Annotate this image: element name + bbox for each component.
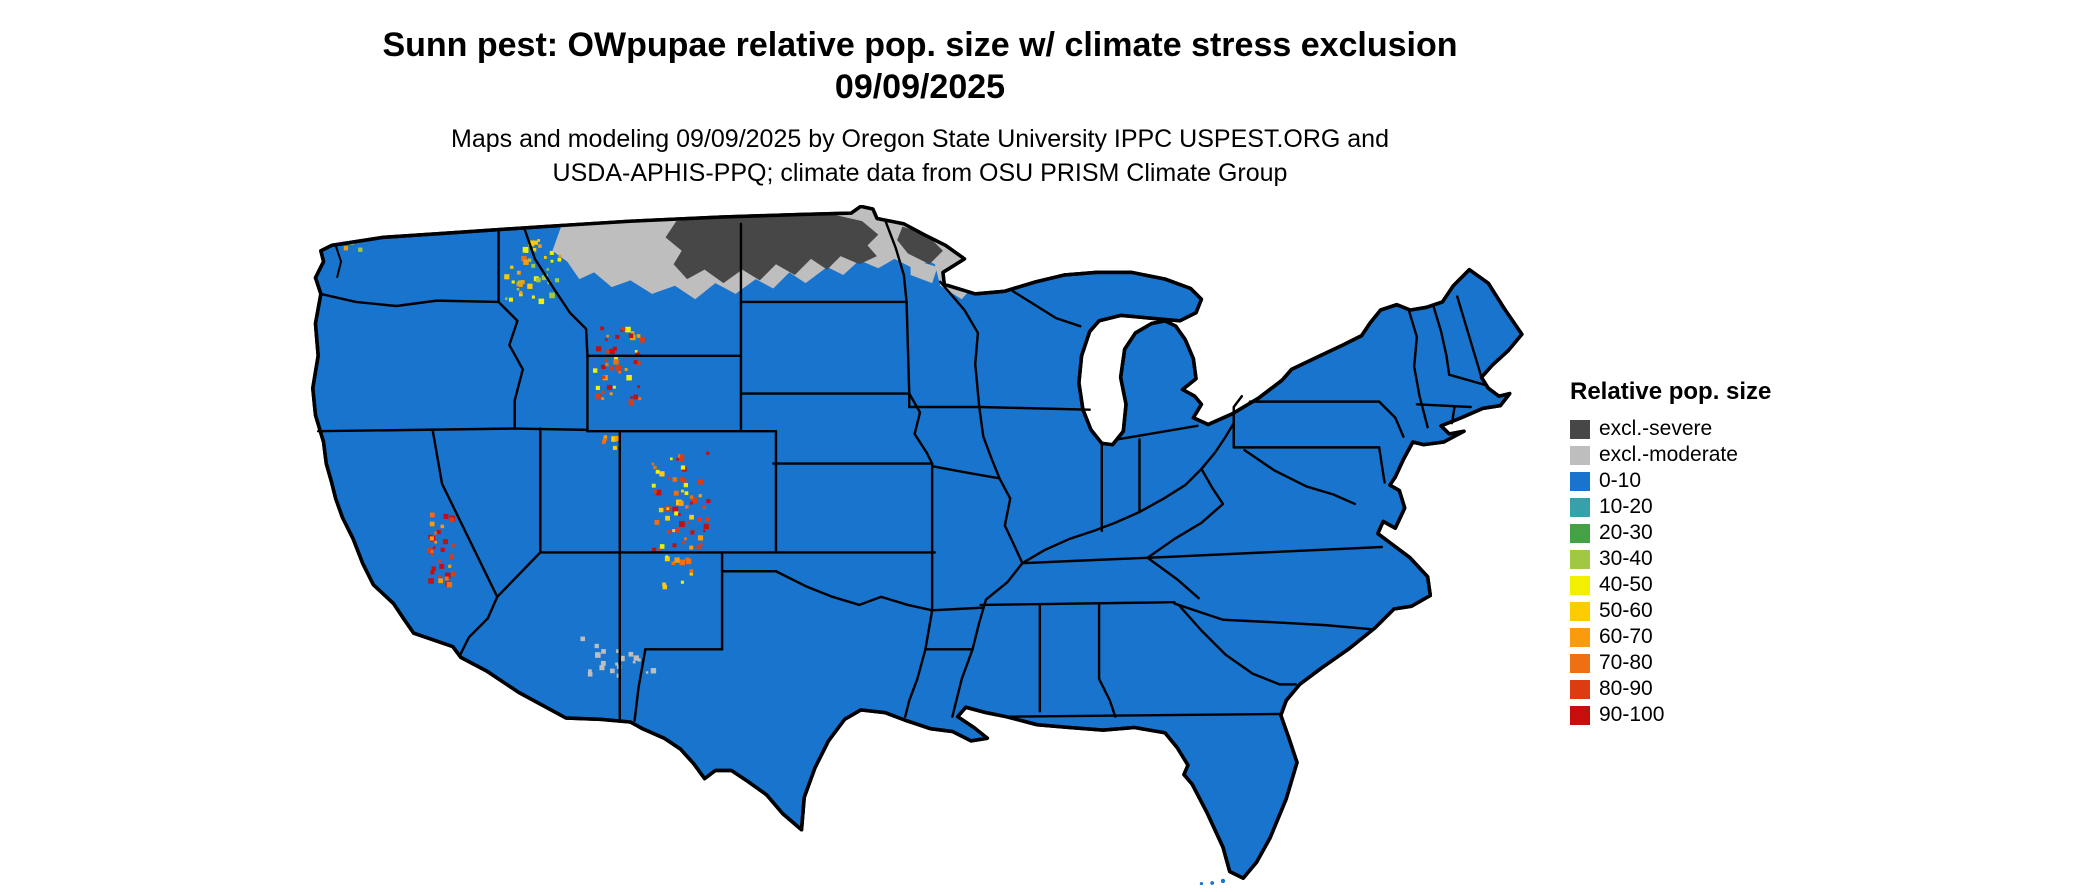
legend-swatch (1570, 445, 1590, 465)
legend: Relative pop. size excl.-severe excl.-mod… (1570, 378, 1771, 728)
legend-item: 80-90 (1570, 676, 1771, 702)
legend-item: 0-10 (1570, 468, 1771, 494)
legend-item-label: 20-30 (1599, 521, 1653, 544)
us-outline (311, 205, 1524, 880)
legend-item-label: 30-40 (1599, 547, 1653, 570)
legend-item: excl.-severe (1570, 416, 1771, 442)
legend-item-label: 0-10 (1599, 469, 1642, 492)
legend-item: 70-80 (1570, 650, 1771, 676)
legend-swatch (1570, 575, 1590, 595)
legend-item-label: excl.-moderate (1599, 443, 1738, 466)
legend-item: 60-70 (1570, 624, 1771, 650)
legend-items: excl.-severe excl.-moderate 0-10 10-20 20-30… (1570, 416, 1771, 728)
legend-item: 90-100 (1570, 702, 1771, 728)
us-outline-border (311, 205, 1524, 880)
legend-item-label: 90-100 (1599, 703, 1665, 726)
legend-swatch (1570, 549, 1590, 569)
legend-item-label: 50-60 (1599, 599, 1653, 622)
legend-item: 30-40 (1570, 546, 1771, 572)
us-map-svg (311, 205, 1524, 885)
legend-item-label: 70-80 (1599, 651, 1653, 674)
legend-item: 10-20 (1570, 494, 1771, 520)
legend-swatch (1570, 627, 1590, 647)
exclusion-severe-region (665, 213, 943, 284)
legend-item: 40-50 (1570, 572, 1771, 598)
legend-swatch (1570, 419, 1590, 439)
legend-swatch (1570, 471, 1590, 491)
subtitle-credits: Maps and modeling 09/09/2025 by Oregon S… (451, 125, 1389, 153)
page-title-date: 09/09/2025 (834, 68, 1006, 106)
page-title: Sunn pest: OWpupae relative pop. size w/… (382, 26, 1458, 64)
legend-swatch (1570, 601, 1590, 621)
legend-swatch (1570, 705, 1590, 725)
us-map (302, 205, 1534, 885)
hotspot-layer (343, 233, 711, 678)
legend-item-label: 80-90 (1599, 677, 1653, 700)
legend-swatch (1570, 653, 1590, 673)
legend-swatch (1570, 497, 1590, 517)
legend-title: Relative pop. size (1570, 378, 1772, 405)
legend-swatch (1570, 679, 1590, 699)
legend-item-label: 10-20 (1599, 495, 1653, 518)
map-layers (311, 205, 1524, 885)
legend-item-label: excl.-severe (1599, 417, 1713, 440)
legend-item-label: 40-50 (1599, 573, 1653, 596)
subtitle-credits-2: USDA-APHIS-PPQ; climate data from OSU PR… (552, 159, 1288, 187)
legend-item: excl.-moderate (1570, 442, 1771, 468)
florida-keys (1199, 878, 1226, 885)
legend-item-label: 60-70 (1599, 625, 1653, 648)
puget-sound-detail (334, 245, 343, 278)
subtitle-block: Maps and modeling 09/09/2025 by Oregon S… (0, 122, 1840, 190)
state-borders (316, 218, 1489, 722)
title-block: Sunn pest: OWpupae relative pop. size w/… (0, 24, 1840, 108)
exclusion-and-hotspot-layer (343, 206, 978, 678)
legend-item: 50-60 (1570, 598, 1771, 624)
legend-item: 20-30 (1570, 520, 1771, 546)
legend-swatch (1570, 523, 1590, 543)
